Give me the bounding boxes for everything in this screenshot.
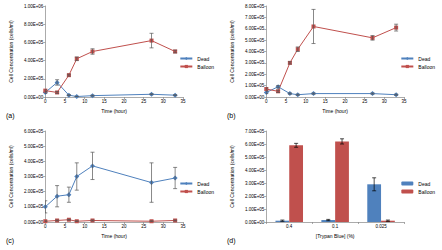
svg-text:20: 20 bbox=[121, 224, 127, 229]
svg-text:10: 10 bbox=[82, 224, 88, 229]
svg-text:6.00E+05: 6.00E+05 bbox=[245, 26, 265, 31]
svg-text:Cell Concentration (cells/ml): Cell Concentration (cells/ml) bbox=[8, 20, 14, 83]
svg-text:0: 0 bbox=[44, 99, 47, 104]
svg-text:25: 25 bbox=[362, 99, 368, 104]
svg-text:(a): (a) bbox=[6, 112, 15, 120]
svg-text:Time (hour): Time (hour) bbox=[101, 108, 127, 114]
svg-text:1.00E+05: 1.00E+05 bbox=[245, 207, 265, 212]
svg-text:6.00E+05: 6.00E+05 bbox=[24, 129, 44, 134]
svg-text:0: 0 bbox=[44, 224, 47, 229]
svg-text:35: 35 bbox=[401, 99, 407, 104]
svg-text:5.00E+05: 5.00E+05 bbox=[24, 144, 44, 149]
svg-text:(d): (d) bbox=[227, 237, 236, 245]
svg-text:4.00E+05: 4.00E+05 bbox=[24, 159, 44, 164]
svg-text:3.00E+05: 3.00E+05 bbox=[245, 60, 265, 65]
svg-text:5: 5 bbox=[64, 224, 67, 229]
svg-text:15: 15 bbox=[323, 99, 329, 104]
svg-text:1.00E+05: 1.00E+05 bbox=[245, 83, 265, 88]
svg-text:6.00E+05: 6.00E+05 bbox=[245, 142, 265, 147]
svg-text:30: 30 bbox=[161, 224, 167, 229]
svg-text:Time (hour): Time (hour) bbox=[101, 233, 127, 239]
svg-text:10: 10 bbox=[303, 99, 309, 104]
svg-text:30: 30 bbox=[382, 99, 388, 104]
svg-text:30: 30 bbox=[161, 99, 167, 104]
svg-text:Cell Concentration (cells/ml): Cell Concentration (cells/ml) bbox=[229, 145, 235, 208]
svg-text:2.00E+05: 2.00E+05 bbox=[24, 189, 44, 194]
svg-text:Dead: Dead bbox=[418, 56, 430, 62]
svg-text:25: 25 bbox=[141, 224, 147, 229]
svg-text:4.00E+05: 4.00E+05 bbox=[24, 58, 44, 63]
svg-text:Dead: Dead bbox=[197, 56, 209, 62]
svg-text:7.00E+05: 7.00E+05 bbox=[245, 129, 265, 134]
svg-text:4.00E+05: 4.00E+05 bbox=[245, 49, 265, 54]
svg-text:5.00E+05: 5.00E+05 bbox=[245, 38, 265, 43]
svg-text:20: 20 bbox=[121, 99, 127, 104]
svg-text:0.1: 0.1 bbox=[332, 224, 339, 229]
svg-text:0.00E+00: 0.00E+00 bbox=[24, 95, 44, 100]
svg-text:1.00E+05: 1.00E+05 bbox=[24, 204, 44, 209]
svg-text:15: 15 bbox=[102, 224, 108, 229]
svg-text:Balloon: Balloon bbox=[197, 64, 214, 70]
svg-text:7.00E+05: 7.00E+05 bbox=[245, 15, 265, 20]
svg-text:5: 5 bbox=[285, 99, 288, 104]
svg-text:3.00E+05: 3.00E+05 bbox=[245, 181, 265, 186]
svg-text:0.4: 0.4 bbox=[286, 224, 293, 229]
svg-text:Cell Concentration (cells/ml): Cell Concentration (cells/ml) bbox=[229, 20, 235, 83]
svg-text:Cell Concentration (cells/ml): Cell Concentration (cells/ml) bbox=[8, 145, 14, 208]
svg-text:Dead: Dead bbox=[418, 181, 430, 187]
svg-text:0.00E+00: 0.00E+00 bbox=[245, 220, 265, 225]
svg-text:[Trypan Blue] (%): [Trypan Blue] (%) bbox=[316, 233, 355, 239]
svg-text:5: 5 bbox=[64, 99, 67, 104]
svg-text:(b): (b) bbox=[227, 112, 236, 120]
svg-text:35: 35 bbox=[180, 99, 186, 104]
svg-text:Balloon: Balloon bbox=[197, 189, 214, 195]
svg-text:5.00E+05: 5.00E+05 bbox=[245, 155, 265, 160]
svg-text:8.00E+05: 8.00E+05 bbox=[24, 22, 44, 27]
svg-text:4.00E+05: 4.00E+05 bbox=[245, 168, 265, 173]
svg-text:1.00E+06: 1.00E+06 bbox=[24, 4, 44, 9]
svg-text:35: 35 bbox=[180, 224, 186, 229]
svg-text:Time (hour): Time (hour) bbox=[322, 108, 348, 114]
svg-text:6.00E+05: 6.00E+05 bbox=[24, 40, 44, 45]
svg-text:0.00E+00: 0.00E+00 bbox=[245, 95, 265, 100]
svg-text:15: 15 bbox=[102, 99, 108, 104]
svg-text:25: 25 bbox=[141, 99, 147, 104]
svg-text:Dead: Dead bbox=[197, 181, 209, 187]
svg-text:0: 0 bbox=[265, 99, 268, 104]
svg-text:2.00E+05: 2.00E+05 bbox=[245, 194, 265, 199]
svg-text:8.00E+05: 8.00E+05 bbox=[245, 4, 265, 9]
svg-text:3.00E+05: 3.00E+05 bbox=[24, 174, 44, 179]
svg-text:0.00E+00: 0.00E+00 bbox=[24, 220, 44, 225]
svg-text:20: 20 bbox=[342, 99, 348, 104]
svg-text:0.025: 0.025 bbox=[375, 224, 387, 229]
svg-text:2.00E+05: 2.00E+05 bbox=[245, 72, 265, 77]
svg-text:Balloon: Balloon bbox=[418, 189, 435, 195]
svg-text:2.00E+05: 2.00E+05 bbox=[24, 76, 44, 81]
svg-text:Balloon: Balloon bbox=[418, 64, 435, 70]
svg-text:(c): (c) bbox=[6, 237, 14, 245]
svg-text:10: 10 bbox=[82, 99, 88, 104]
